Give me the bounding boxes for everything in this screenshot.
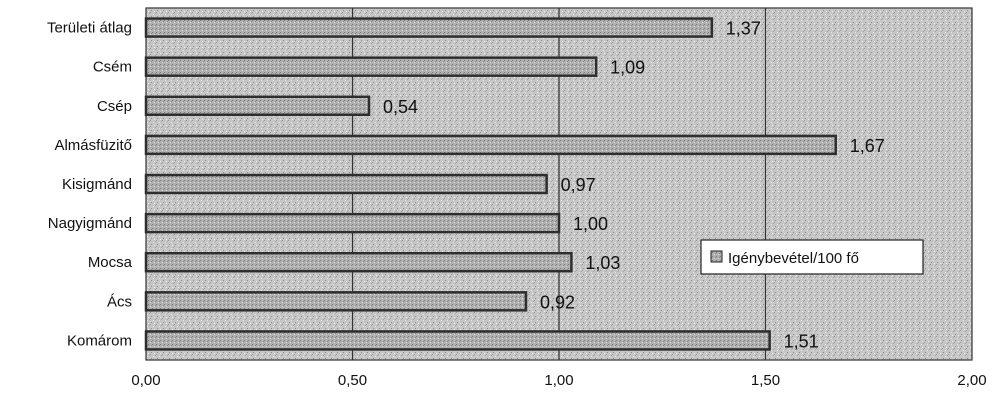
category-label: Komárom [67, 332, 132, 349]
x-tick-label: 2,00 [957, 372, 986, 389]
data-label: 1,03 [585, 253, 620, 273]
data-label: 0,97 [561, 175, 596, 195]
x-axis-tick-labels: 0,00 0,50 1,00 1,50 2,00 [131, 372, 986, 389]
legend: Igénybevétel/100 fő [700, 239, 924, 275]
x-tick-label: 1,00 [544, 372, 573, 389]
data-label: 0,92 [540, 292, 575, 312]
category-label: Csép [97, 98, 132, 115]
x-tick-label: 0,00 [131, 372, 160, 389]
legend-swatch [710, 250, 723, 263]
data-label: 0,54 [383, 97, 418, 117]
x-tick-label: 0,50 [338, 372, 367, 389]
category-label: Mocsa [88, 254, 133, 271]
data-label: 1,67 [850, 136, 885, 156]
category-label: Területi átlag [47, 20, 132, 37]
data-label: 1,37 [726, 19, 761, 39]
legend-box [700, 239, 924, 275]
bar [144, 95, 371, 117]
bar [144, 134, 837, 156]
category-label: Almásfüzitő [54, 137, 132, 154]
category-label: Kisigmánd [62, 176, 132, 193]
data-label: 1,51 [784, 331, 819, 351]
category-label: Nagyigmánd [48, 215, 132, 232]
category-label: Ács [107, 293, 132, 310]
value-labels: 1,37 1,09 0,54 1,67 0,97 1,00 1,03 0,92 1,51 [383, 19, 885, 352]
bars [144, 17, 837, 351]
bar [144, 330, 771, 351]
x-tick-label: 1,50 [751, 372, 780, 389]
bar [144, 173, 548, 195]
category-labels: Területi átlag Csém Csép Almásfüzitő Kisigmá… [47, 20, 133, 350]
bar [144, 291, 528, 312]
bar [144, 17, 714, 38]
bar [144, 56, 598, 77]
bar [144, 212, 561, 234]
category-label: Csém [93, 59, 132, 76]
legend-label: Igénybevétel/100 fő [728, 250, 859, 267]
data-label: 1,09 [610, 58, 645, 78]
bar [144, 251, 573, 273]
data-label: 1,00 [573, 214, 608, 234]
